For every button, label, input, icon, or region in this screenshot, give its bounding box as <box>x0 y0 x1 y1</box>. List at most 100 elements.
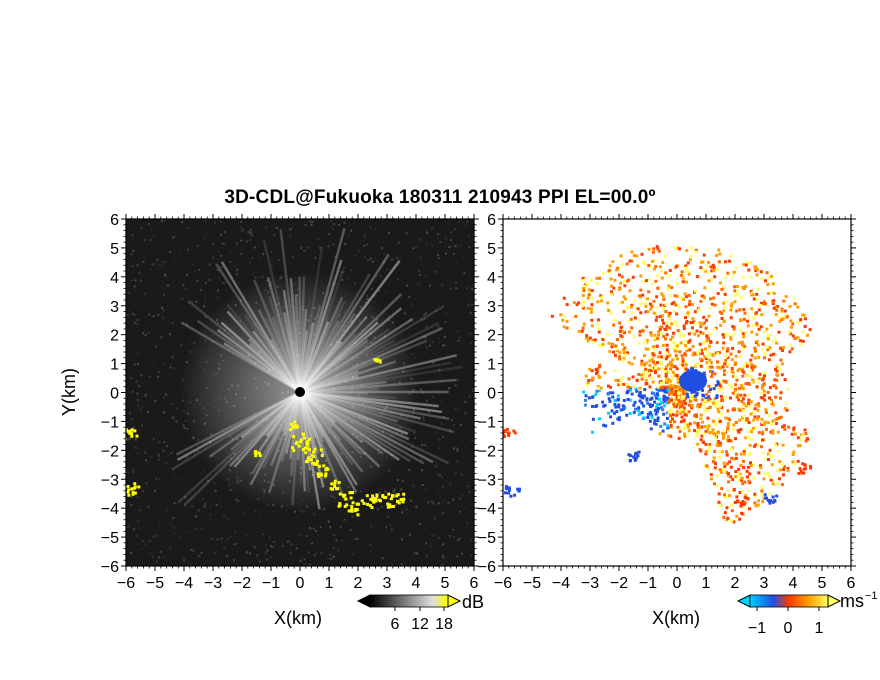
velocity-pixel <box>741 276 745 280</box>
velocity-pixel <box>655 410 659 414</box>
noise-pixel <box>431 341 434 344</box>
velocity-pixel <box>725 370 729 374</box>
velocity-pixel <box>709 477 713 481</box>
velocity-pixel <box>706 351 710 355</box>
velocity-pixel <box>640 359 644 363</box>
noise-pixel <box>173 288 176 291</box>
noise-pixel <box>438 494 441 497</box>
noise-pixel <box>397 241 400 244</box>
velocity-pixel <box>739 329 743 333</box>
velocity-pixel <box>683 434 687 438</box>
velocity-pixel <box>691 353 695 357</box>
velocity-pixel <box>733 362 737 366</box>
velocity-pixel <box>781 345 785 349</box>
velocity-pixel <box>796 320 800 324</box>
velocity-pixel <box>707 352 711 356</box>
noise-pixel <box>127 296 130 299</box>
x-tick-label: 1 <box>702 575 711 592</box>
noise-pixel <box>441 564 444 566</box>
velocity-pixel <box>678 403 682 407</box>
velocity-pixel <box>703 406 707 410</box>
velocity-pixel <box>746 324 750 328</box>
velocity-pixel <box>662 397 666 401</box>
velocity-pixel <box>742 317 746 321</box>
velocity-pixel <box>687 340 691 344</box>
velocity-pixel <box>774 312 778 316</box>
echo-ray <box>298 391 325 438</box>
noise-pixel <box>422 391 425 394</box>
velocity-pixel <box>694 414 698 418</box>
velocity-pixel <box>784 295 788 299</box>
velocity-pixel <box>792 450 796 454</box>
yellow-echo-pixel <box>304 451 308 455</box>
noise-pixel <box>330 557 333 560</box>
noise-pixel <box>405 508 408 511</box>
noise-pixel <box>167 319 170 322</box>
velocity-pixel <box>644 340 648 344</box>
velocity-pixel <box>753 415 757 419</box>
velocity-pixel <box>577 329 581 333</box>
velocity-pixel <box>662 385 666 389</box>
noise-pixel <box>236 268 239 271</box>
noise-pixel <box>343 552 346 555</box>
noise-pixel <box>217 250 220 253</box>
velocity-pixel <box>677 395 681 399</box>
noise-pixel <box>195 527 198 530</box>
echo-ray <box>299 390 410 441</box>
velocity-pixel <box>775 494 779 498</box>
velocity-pixel <box>679 411 683 415</box>
noise-pixel <box>273 234 276 237</box>
velocity-pixel <box>707 279 711 283</box>
noise-pixel <box>197 509 200 512</box>
noise-pixel <box>215 504 218 507</box>
noise-pixel <box>184 287 187 290</box>
velocity-pixel <box>739 501 743 505</box>
noise-pixel <box>427 410 430 413</box>
noise-pixel <box>441 512 444 515</box>
noise-pixel <box>169 366 172 369</box>
velocity-pixel <box>696 404 700 408</box>
noise-pixel <box>289 539 292 542</box>
velocity-pixel <box>622 357 626 361</box>
velocity-pixel <box>661 380 665 384</box>
velocity-pixel <box>776 430 780 434</box>
yellow-echo-pixel <box>127 488 131 492</box>
velocity-pixel <box>722 285 726 289</box>
velocity-pixel <box>630 303 634 307</box>
velocity-pixel <box>741 332 745 336</box>
velocity-pixel <box>707 466 711 470</box>
yellow-echo-pixel <box>365 494 369 498</box>
velocity-pixel <box>516 487 520 491</box>
noise-pixel <box>422 340 425 343</box>
noise-pixel <box>439 379 442 382</box>
yellow-echo-pixel <box>347 509 351 513</box>
velocity-pixel <box>713 432 717 436</box>
noise-pixel <box>328 233 331 236</box>
noise-pixel <box>128 310 131 313</box>
velocity-pixel <box>637 407 641 411</box>
velocity-pixel <box>763 457 767 461</box>
echo-ray <box>299 360 397 394</box>
velocity-pixel <box>724 260 728 264</box>
noise-pixel <box>173 502 176 505</box>
velocity-pixel <box>676 329 680 333</box>
velocity-pixel <box>628 398 632 402</box>
noise-pixel <box>303 562 306 565</box>
noise-pixel <box>148 361 151 364</box>
velocity-pixel <box>718 504 722 508</box>
noise-pixel <box>190 548 193 551</box>
velocity-pixel <box>722 319 726 323</box>
velocity-pixel <box>681 276 685 280</box>
yellow-echo-pixel <box>135 434 139 438</box>
noise-pixel <box>209 506 212 509</box>
velocity-pixel <box>716 360 720 364</box>
velocity-pixel <box>634 452 638 456</box>
velocity-pixel <box>731 324 735 328</box>
noise-pixel <box>353 542 356 545</box>
velocity-pixel <box>674 389 678 393</box>
velocity-pixel <box>739 354 743 358</box>
yellow-echo-pixel <box>127 493 131 497</box>
velocity-pixel <box>746 435 750 439</box>
noise-pixel <box>432 502 435 505</box>
